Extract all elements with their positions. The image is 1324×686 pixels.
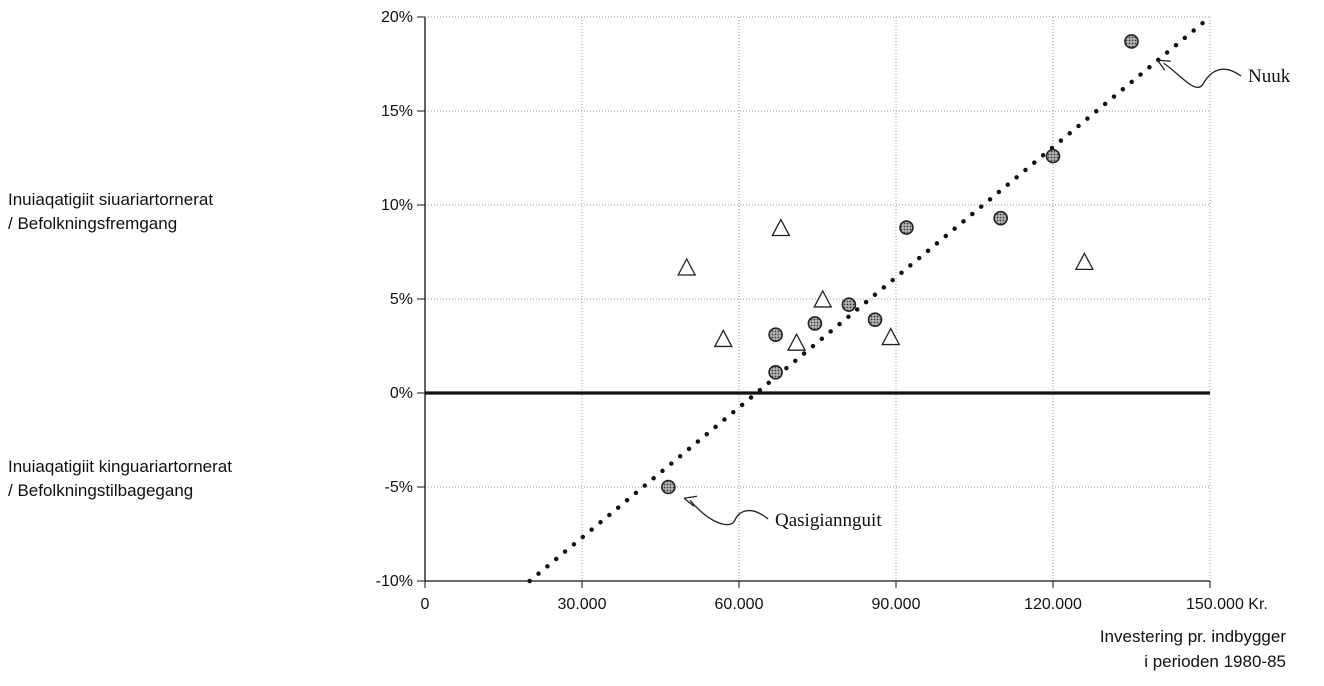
data-points bbox=[661, 34, 1139, 495]
annotation-qasigiannguit: Qasigiannguit bbox=[775, 510, 882, 531]
annotation-qasigiannguit-arrowhead bbox=[683, 495, 698, 507]
y-tick-label: 20% bbox=[381, 9, 413, 26]
x-axis-label: Investering pr. indbygger i perioden 198… bbox=[1100, 624, 1286, 674]
point-triangle bbox=[881, 327, 901, 346]
point-circle bbox=[1124, 34, 1139, 49]
trendline-dotted bbox=[527, 14, 1213, 584]
point-triangle bbox=[677, 257, 697, 276]
annotation-nuuk-leader bbox=[1163, 62, 1242, 88]
y-tick-label: 15% bbox=[381, 103, 413, 120]
ylabel-upper-line-2: / Befolkningsfremgang bbox=[8, 214, 178, 233]
ylabel-lower-line-2: / Befolkningstilbagegang bbox=[8, 481, 194, 500]
y-tick-label: 5% bbox=[390, 291, 413, 308]
ylabel-lower: Inuiaqatigiit kinguariartornerat / Befol… bbox=[8, 455, 232, 503]
point-circle bbox=[1045, 148, 1061, 164]
x-tick-label: 0 bbox=[421, 596, 430, 613]
point-circle bbox=[807, 316, 823, 331]
trendline bbox=[527, 14, 1213, 584]
y-tick-label: 10% bbox=[381, 197, 413, 214]
point-triangle bbox=[786, 332, 807, 351]
point-circle bbox=[768, 327, 783, 343]
x-tick-label: 120.000 bbox=[1024, 596, 1082, 613]
annotation-nuuk: Nuuk bbox=[1248, 66, 1291, 87]
point-triangle bbox=[713, 329, 733, 348]
y-tick-label: -10% bbox=[376, 573, 413, 590]
x-tick-label: 30.000 bbox=[558, 596, 607, 613]
ylabel-upper-line-1: Inuiaqatigiit siuariartornerat bbox=[8, 190, 214, 209]
annotations: Nuuk Qasigiannguit bbox=[683, 59, 1291, 531]
x-tick-label: 150.000 Kr. bbox=[1186, 596, 1268, 613]
ylabel-lower-line-1: Inuiaqatigiit kinguariartornerat bbox=[8, 457, 232, 476]
point-triangle bbox=[813, 289, 833, 308]
point-circle bbox=[899, 220, 914, 235]
point-circle bbox=[867, 312, 883, 327]
axes bbox=[417, 16, 1211, 588]
point-triangle bbox=[771, 218, 791, 237]
tick-labels: -10% -5% 0% 5% 10% 15% 20% 0 30.000 60.000 90.000 1… bbox=[376, 9, 1268, 613]
point-triangle bbox=[1074, 251, 1094, 271]
y-tick-label: -5% bbox=[385, 479, 413, 496]
annotation-nuuk-arrowhead bbox=[1157, 59, 1171, 71]
annotation-qasigiannguit-leader bbox=[689, 499, 769, 526]
x-tick-label: 60.000 bbox=[715, 596, 764, 613]
point-circle bbox=[841, 297, 857, 312]
y-tick-label: 0% bbox=[390, 385, 413, 402]
x-axis-label-line-2: i perioden 1980-85 bbox=[1144, 652, 1286, 671]
ylabel-upper: Inuiaqatigiit siuariartornerat / Befolkn… bbox=[8, 188, 213, 236]
point-circle bbox=[993, 210, 1008, 226]
point-circle bbox=[661, 479, 676, 495]
x-tick-label: 90.000 bbox=[872, 596, 921, 613]
point-circle bbox=[768, 365, 783, 380]
grid bbox=[425, 17, 1210, 581]
x-axis-label-line-1: Investering pr. indbygger bbox=[1099, 627, 1286, 646]
